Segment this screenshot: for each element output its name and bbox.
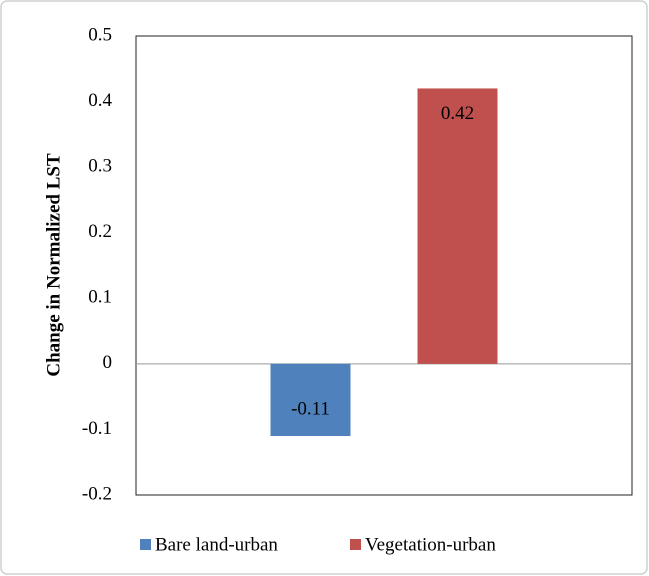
- y-tick-label: 0.2: [88, 221, 112, 242]
- data-label: 0.42: [441, 103, 474, 124]
- y-tick-label: 0.4: [88, 90, 112, 111]
- legend-label: Bare land-urban: [155, 534, 278, 555]
- y-axis-label: Change in Normalized LST: [43, 153, 64, 377]
- plot-frame: [135, 35, 633, 496]
- legend-swatch: [140, 539, 151, 550]
- y-tick-label: -0.1: [82, 418, 112, 439]
- y-tick-label: 0.1: [88, 287, 112, 308]
- y-tick-label: 0: [103, 352, 113, 373]
- legend-swatch: [350, 539, 361, 550]
- bar: [270, 363, 351, 436]
- y-tick-label: -0.2: [82, 483, 112, 504]
- data-label: -0.11: [291, 398, 330, 419]
- bar: [417, 88, 498, 364]
- y-tick-label: 0.3: [88, 156, 112, 177]
- y-tick-label: 0.5: [88, 24, 112, 45]
- legend-label: Vegetation-urban: [365, 534, 496, 555]
